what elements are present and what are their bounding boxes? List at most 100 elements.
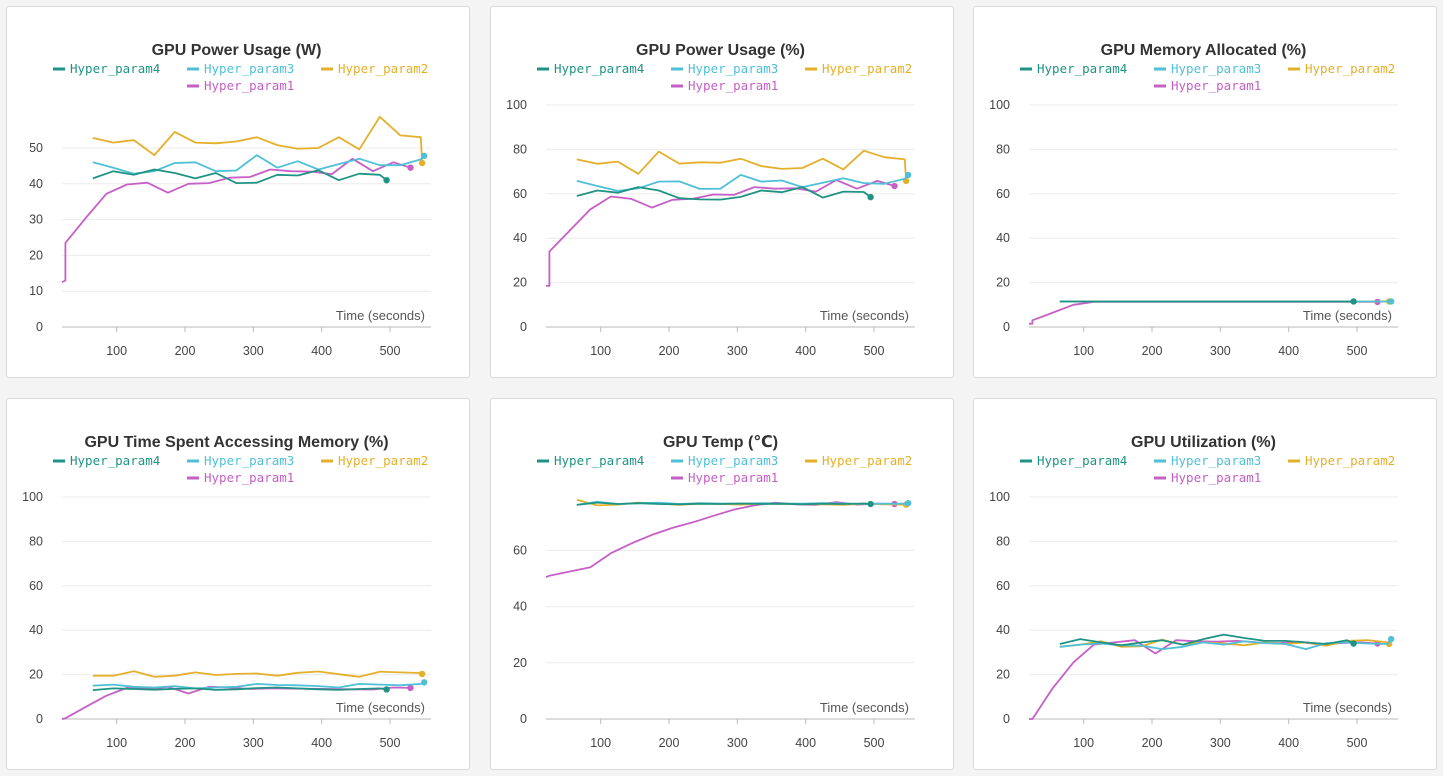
x-tick-label: 400 <box>795 344 816 358</box>
series-line-hyper-param2 <box>92 670 423 678</box>
chart-svg: GPU Power Usage (%) Hyper_param4 Hyper_par… <box>506 42 915 358</box>
chart-panel-memory-access: GPU Time Spent Accessing Memory (%) Hyper… <box>6 398 470 770</box>
legend-label: Hyper_param2 <box>338 453 428 468</box>
legend-label: Hyper_param3 <box>1171 61 1261 76</box>
y-tick-label: 20 <box>996 276 1010 290</box>
y-tick-label: 100 <box>989 98 1010 112</box>
x-axis-label: Time (seconds) <box>820 700 909 715</box>
legend-label: Hyper_param3 <box>204 61 294 76</box>
series-endpoint <box>891 182 898 190</box>
legend-label: Hyper_param2 <box>822 453 912 468</box>
series-endpoint <box>418 159 426 167</box>
legend-label: Hyper_param4 <box>554 453 644 468</box>
y-tick-label: 0 <box>1003 320 1010 334</box>
x-tick-label: 200 <box>175 736 196 750</box>
series-line-hyper-param4 <box>92 168 388 185</box>
chart-svg: GPU Utilization (%) Hyper_param4 Hyper_par… <box>989 434 1398 750</box>
x-axis-label: Time (seconds) <box>1303 700 1392 715</box>
x-axis-label: Time (seconds) <box>820 308 909 323</box>
y-tick-label: 60 <box>996 579 1010 593</box>
legend-label: Hyper_param1 <box>688 78 778 93</box>
legend-label: Hyper_param1 <box>1171 78 1261 93</box>
legend-label: Hyper_param3 <box>1171 453 1261 468</box>
x-tick-label: 300 <box>1210 736 1231 750</box>
series-endpoint <box>407 164 414 171</box>
x-tick-label: 500 <box>1347 736 1368 750</box>
series-endpoint <box>867 500 874 508</box>
series-line-hyper-param4 <box>1059 633 1354 647</box>
x-tick-label: 200 <box>1142 344 1163 358</box>
y-tick-label: 40 <box>29 177 43 191</box>
x-tick-label: 400 <box>311 736 332 750</box>
y-tick-label: 80 <box>29 534 43 548</box>
legend-label: Hyper_param4 <box>554 61 644 76</box>
series-endpoint <box>407 684 414 692</box>
series-line-hyper-param4 <box>576 501 871 506</box>
legend-label: Hyper_param2 <box>338 61 428 76</box>
x-axis-label: Time (seconds) <box>336 308 425 323</box>
series-line-hyper-param2 <box>576 149 907 181</box>
y-tick-label: 0 <box>36 320 43 334</box>
x-tick-label: 500 <box>864 736 885 750</box>
y-tick-label: 60 <box>513 543 527 557</box>
y-tick-label: 20 <box>513 276 527 290</box>
x-tick-label: 400 <box>311 344 332 358</box>
series-line-hyper-param1 <box>545 501 895 578</box>
x-tick-label: 100 <box>106 736 127 750</box>
y-tick-label: 10 <box>29 284 43 298</box>
x-axis-label: Time (seconds) <box>1303 308 1392 323</box>
chart-title: GPU Utilization (%) <box>1131 434 1276 451</box>
y-tick-label: 60 <box>29 579 43 593</box>
x-tick-label: 200 <box>659 344 680 358</box>
x-axis-label: Time (seconds) <box>336 700 425 715</box>
series-line-hyper-param3 <box>92 681 425 690</box>
x-tick-label: 100 <box>590 344 611 358</box>
chart-panel-power-percent: GPU Power Usage (%) Hyper_param4 Hyper_par… <box>490 6 954 378</box>
x-tick-label: 400 <box>1278 344 1299 358</box>
y-tick-label: 80 <box>996 142 1010 156</box>
series-line-hyper-param4 <box>92 686 387 691</box>
series-line-hyper-param3 <box>92 154 425 175</box>
x-tick-label: 100 <box>106 344 127 358</box>
x-tick-label: 100 <box>590 736 611 750</box>
series-line-hyper-param1 <box>546 179 895 287</box>
x-tick-label: 200 <box>1142 736 1163 750</box>
chart-title: GPU Power Usage (%) <box>636 42 805 59</box>
y-tick-label: 50 <box>29 141 43 155</box>
x-tick-label: 300 <box>727 344 748 358</box>
x-tick-label: 500 <box>1347 344 1368 358</box>
legend-label: Hyper_param4 <box>70 453 160 468</box>
y-tick-label: 0 <box>520 320 527 334</box>
x-tick-label: 300 <box>1210 344 1231 358</box>
x-tick-label: 100 <box>1073 344 1094 358</box>
x-tick-label: 100 <box>1073 736 1094 750</box>
y-tick-label: 20 <box>29 668 43 682</box>
y-tick-label: 40 <box>513 600 527 614</box>
chart-panel-gpu-temp: GPU Temp (℃) Hyper_param4 Hyper_param3 Hype… <box>490 398 954 770</box>
chart-svg: GPU Power Usage (W) Hyper_param4 Hyper_par… <box>29 42 431 358</box>
series-line-hyper-param2 <box>92 115 423 164</box>
series-endpoint <box>418 670 426 678</box>
y-tick-label: 40 <box>29 623 43 637</box>
chart-title: GPU Power Usage (W) <box>152 42 322 59</box>
y-tick-label: 40 <box>996 231 1010 245</box>
y-tick-label: 60 <box>513 187 527 201</box>
x-tick-label: 500 <box>380 736 401 750</box>
chart-title: GPU Memory Allocated (%) <box>1101 42 1307 59</box>
series-endpoint <box>1350 640 1357 647</box>
x-tick-label: 500 <box>380 344 401 358</box>
y-tick-label: 0 <box>36 712 43 726</box>
y-tick-label: 100 <box>989 490 1010 504</box>
chart-title: GPU Time Spent Accessing Memory (%) <box>84 434 388 451</box>
chart-svg: GPU Memory Allocated (%) Hyper_param4 Hype… <box>989 42 1398 358</box>
x-tick-label: 400 <box>1278 736 1299 750</box>
y-tick-label: 80 <box>996 534 1010 548</box>
series-endpoint <box>1387 298 1395 305</box>
y-tick-label: 20 <box>513 656 527 670</box>
y-tick-label: 60 <box>996 187 1010 201</box>
x-tick-label: 500 <box>864 344 885 358</box>
y-tick-label: 0 <box>520 712 527 726</box>
y-tick-label: 100 <box>22 490 43 504</box>
y-tick-label: 40 <box>996 623 1010 637</box>
legend-label: Hyper_param1 <box>688 470 778 485</box>
